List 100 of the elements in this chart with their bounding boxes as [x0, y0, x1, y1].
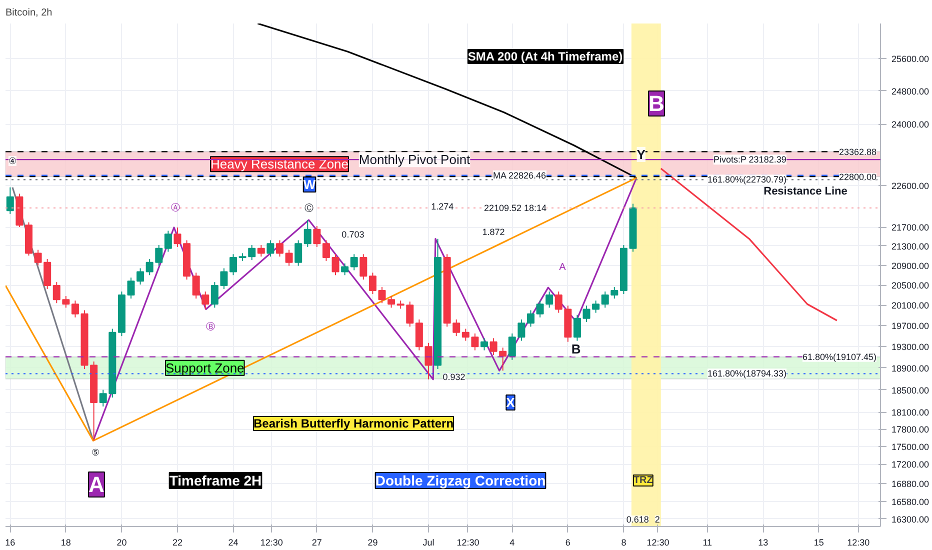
ref-line-label: MA 22826.46	[492, 170, 546, 180]
annotation: Bearish Butterfly Harmonic Pattern	[253, 416, 454, 430]
band-label: Heavy Resistance Zone	[210, 156, 349, 172]
y-tick-label: 17800.00	[892, 424, 930, 435]
y-tick-label: 24000.00	[892, 120, 930, 130]
candlestick	[62, 296, 70, 308]
candlestick	[202, 291, 210, 310]
candlestick	[610, 286, 618, 300]
candlestick	[266, 240, 274, 258]
candlestick	[230, 254, 238, 276]
x-tick-label: 20	[116, 538, 127, 548]
x-tick-label: 16	[5, 538, 16, 548]
y-tick-label: 20500.00	[892, 280, 930, 291]
candlestick	[192, 272, 200, 300]
y-tick-label: 19300.00	[892, 342, 930, 352]
candlestick	[52, 282, 60, 304]
annotation: Double Zigzag Correction	[375, 472, 546, 488]
candlestick	[164, 230, 172, 252]
candlestick	[174, 226, 182, 248]
candlestick	[99, 389, 107, 407]
annotation: Ⓑ	[206, 322, 215, 332]
y-tick-label: 18900.00	[892, 363, 930, 374]
y-tick-label: 25600.00	[892, 54, 930, 64]
annotation: 2	[654, 514, 660, 524]
annotation: 0.703	[342, 230, 364, 240]
candlestick	[304, 219, 312, 248]
ref-line-label: 22109.52 18:14	[484, 202, 546, 213]
candlestick	[406, 301, 414, 328]
y-tick-label: 19700.00	[892, 321, 930, 332]
x-tick-label: Jul	[422, 538, 434, 548]
candlestick	[341, 262, 349, 276]
x-tick-label: 11	[702, 538, 712, 548]
candlestick	[378, 286, 386, 304]
x-tick-label: 8	[621, 538, 626, 548]
annotation: Ⓒ	[304, 202, 314, 213]
band-label: Support Zone	[166, 360, 244, 376]
candlestick	[368, 272, 376, 295]
annotation: ④	[8, 156, 16, 166]
ref-line-label: 22800.00	[838, 172, 877, 182]
y-tick-label: 20900.00	[892, 260, 930, 271]
x-tick-label: 22	[172, 538, 182, 548]
candlestick	[294, 240, 302, 266]
candlestick	[322, 240, 330, 262]
candlestick	[518, 318, 526, 342]
x-tick-label: 27	[312, 538, 322, 548]
annotation: 1.274	[431, 202, 454, 212]
x-tick-label: 12:30	[456, 538, 480, 548]
annotation: Ⓐ	[171, 202, 180, 212]
annotation: B	[571, 342, 581, 357]
ref-line-label: 161.80%(22730.79)	[707, 174, 787, 185]
y-tick-label: 16880.00	[892, 478, 930, 489]
x-tick-label: 15	[814, 538, 824, 548]
x-tick-label: 12:30	[646, 538, 670, 548]
x-tick-label: 6	[565, 538, 570, 548]
candlestick	[220, 268, 228, 290]
x-tick-label: 4	[510, 538, 515, 548]
annotation: A	[559, 262, 566, 273]
candlestick	[332, 254, 340, 276]
ref-line-label: 61.80%(19107.45)	[802, 352, 877, 362]
annotation: 0.932	[442, 372, 466, 382]
y-tick-label: 20100.00	[892, 300, 930, 311]
candlestick	[276, 240, 284, 258]
x-tick-label: 13	[758, 538, 768, 548]
chart-title: Bitcoin, 2h	[6, 8, 52, 18]
x-tick-label: 24	[228, 538, 238, 548]
ref-line-label: 23362.88	[838, 147, 877, 158]
candlestick	[313, 226, 321, 248]
candlestick	[508, 332, 516, 360]
ref-line-label: 161.80%(18794.33)	[707, 368, 787, 379]
y-tick-label: 17500.00	[892, 442, 930, 452]
y-tick-label: 16300.00	[892, 514, 930, 524]
annotation: 1.872	[482, 227, 505, 238]
annotation: Y	[636, 146, 646, 162]
annotation: SMA 200 (At 4h Timeframe)	[468, 50, 623, 64]
annotation: ⑤	[92, 448, 100, 458]
candlestick	[360, 254, 368, 280]
candlestick	[146, 258, 154, 276]
candlestick	[573, 314, 581, 342]
candlestick	[71, 300, 79, 318]
x-tick-label: 12:30	[260, 538, 283, 548]
candlestick	[285, 249, 293, 266]
annotation: 0.618	[626, 514, 649, 524]
y-tick-label: 22600.00	[892, 181, 930, 192]
y-tick-label: 18100.00	[892, 408, 930, 418]
annotation: B	[648, 91, 664, 116]
candlestick	[248, 244, 256, 260]
y-tick-label: 18500.00	[892, 385, 930, 396]
annotation: Timeframe 2H	[169, 472, 262, 488]
ref-line-label: Pivots:P 23182.39	[713, 154, 786, 165]
candlestick	[480, 338, 488, 351]
y-tick-label: 17200.00	[892, 460, 930, 470]
y-tick-label: 16580.00	[892, 497, 930, 508]
candlestick	[210, 282, 218, 308]
candlestick	[452, 318, 460, 337]
x-tick-label: 12:30	[847, 538, 870, 548]
x-tick-label: 29	[368, 538, 378, 548]
candlestick	[350, 254, 358, 271]
y-tick-label: 24800.00	[892, 86, 930, 96]
x-tick-label: 18	[60, 538, 71, 548]
candlestick	[6, 186, 14, 214]
